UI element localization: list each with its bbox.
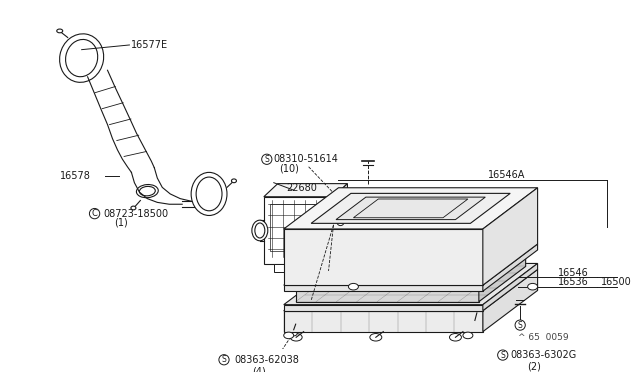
- Text: (4): (4): [252, 366, 266, 372]
- Polygon shape: [483, 263, 538, 311]
- Ellipse shape: [527, 283, 538, 290]
- Text: 08363-6302G: 08363-6302G: [511, 350, 577, 360]
- Ellipse shape: [252, 220, 268, 241]
- Text: 16500: 16500: [602, 277, 632, 287]
- Ellipse shape: [284, 332, 294, 339]
- Polygon shape: [274, 264, 284, 272]
- Ellipse shape: [348, 283, 358, 290]
- Polygon shape: [264, 197, 333, 264]
- Polygon shape: [479, 253, 525, 302]
- Polygon shape: [284, 263, 538, 305]
- Polygon shape: [333, 184, 348, 264]
- Text: 16577E: 16577E: [131, 40, 168, 50]
- Text: (2): (2): [527, 361, 541, 371]
- Polygon shape: [284, 244, 538, 285]
- Text: 22680: 22680: [287, 183, 317, 193]
- Ellipse shape: [57, 29, 63, 33]
- Text: 16578: 16578: [60, 171, 91, 181]
- Ellipse shape: [463, 332, 473, 339]
- Text: S: S: [500, 350, 505, 360]
- Text: (10): (10): [279, 164, 299, 174]
- Text: C: C: [92, 209, 97, 218]
- Polygon shape: [306, 269, 515, 299]
- Text: 08723-18500: 08723-18500: [104, 209, 169, 219]
- Polygon shape: [284, 229, 483, 285]
- Text: S: S: [518, 321, 522, 330]
- Ellipse shape: [232, 179, 236, 183]
- Polygon shape: [284, 285, 483, 291]
- Text: 16536: 16536: [557, 278, 588, 288]
- Polygon shape: [264, 184, 348, 197]
- Ellipse shape: [191, 172, 227, 215]
- Polygon shape: [483, 269, 538, 332]
- Polygon shape: [284, 188, 538, 229]
- Polygon shape: [483, 244, 538, 291]
- Ellipse shape: [449, 334, 461, 341]
- Text: ^ 65  0059: ^ 65 0059: [518, 333, 568, 342]
- Ellipse shape: [290, 334, 302, 341]
- Text: 16546: 16546: [557, 267, 588, 278]
- Text: (1): (1): [115, 218, 128, 228]
- Polygon shape: [483, 188, 538, 285]
- Polygon shape: [284, 305, 483, 311]
- Text: 16546A: 16546A: [488, 170, 525, 180]
- Polygon shape: [284, 269, 538, 311]
- Text: 08363-62038: 08363-62038: [234, 355, 299, 365]
- Ellipse shape: [131, 206, 136, 210]
- Text: S: S: [339, 219, 342, 225]
- Polygon shape: [336, 197, 485, 219]
- Ellipse shape: [370, 334, 382, 341]
- Ellipse shape: [472, 322, 478, 327]
- Polygon shape: [284, 311, 483, 332]
- Ellipse shape: [290, 331, 297, 336]
- Text: 08310-51614: 08310-51614: [274, 154, 339, 164]
- Polygon shape: [299, 248, 523, 282]
- Polygon shape: [314, 264, 324, 272]
- Polygon shape: [311, 193, 510, 223]
- Polygon shape: [296, 253, 525, 288]
- Polygon shape: [296, 288, 479, 302]
- Text: S: S: [264, 155, 269, 164]
- Text: S: S: [221, 355, 227, 364]
